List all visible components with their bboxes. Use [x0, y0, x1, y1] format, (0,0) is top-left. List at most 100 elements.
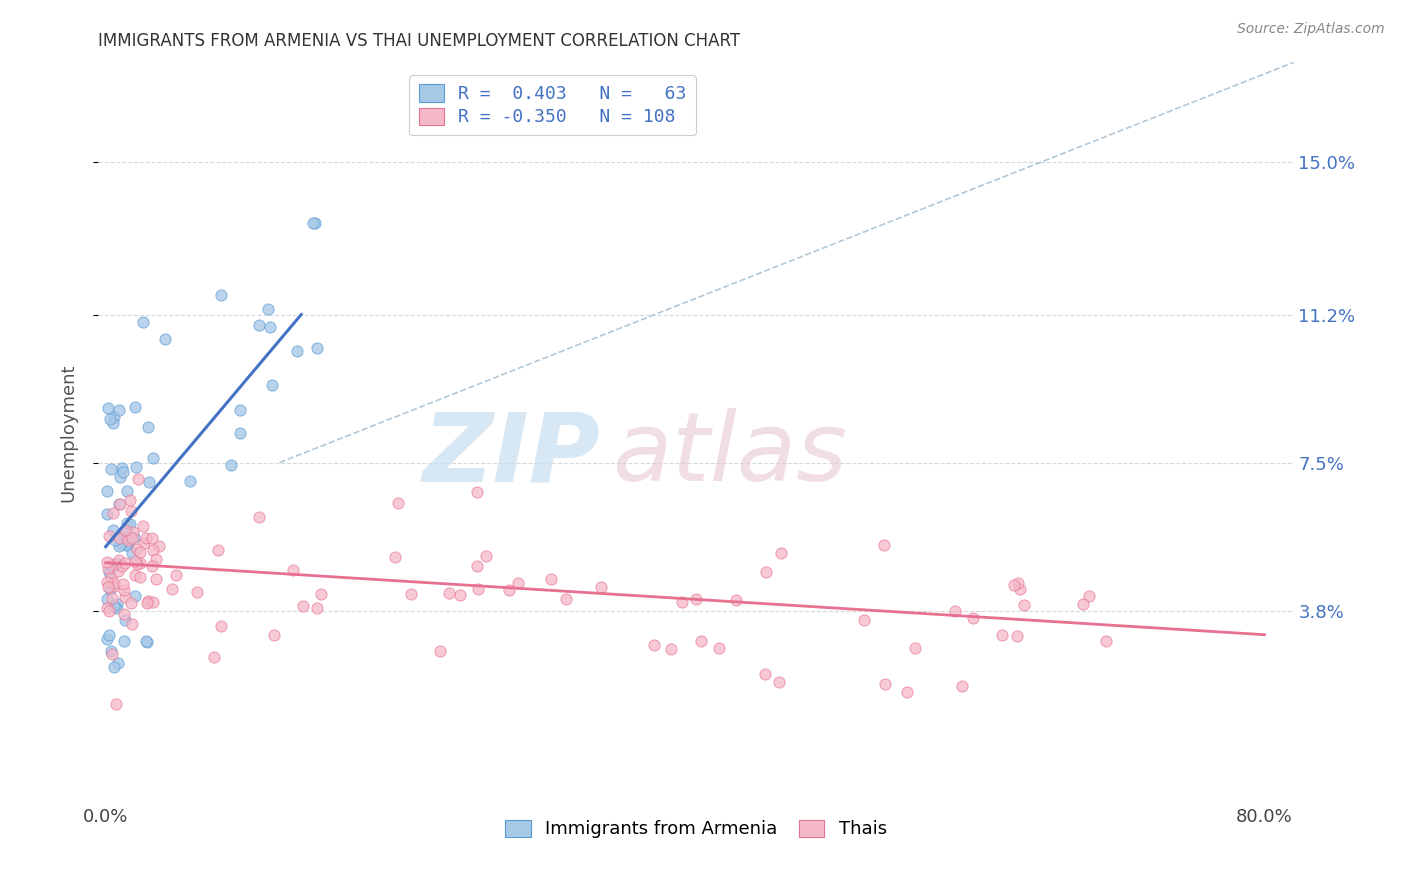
Point [145, 572, 167, 586]
Point [384, 549, 406, 564]
Point [101, 523, 124, 537]
Point [108, 497, 131, 511]
Point [259, 320, 281, 334]
Point [508, 575, 530, 590]
Point [475, 549, 498, 563]
Point [1078, 589, 1101, 603]
Text: ZIP: ZIP [422, 409, 600, 501]
Point [467, 582, 489, 596]
Point [105, 557, 128, 571]
Point [120, 504, 142, 518]
Point [103, 506, 125, 520]
Point [141, 594, 163, 608]
Point [108, 470, 131, 484]
Point [136, 594, 159, 608]
Point [100, 570, 122, 584]
Point [724, 592, 747, 607]
Point [115, 484, 138, 499]
Point [111, 577, 134, 591]
Point [219, 458, 242, 473]
Point [101, 416, 124, 430]
Point [104, 533, 127, 547]
Point [141, 450, 163, 465]
Point [1094, 634, 1116, 648]
Point [107, 553, 129, 567]
Point [142, 543, 165, 558]
Point [1008, 582, 1031, 596]
Point [103, 576, 125, 591]
Point [207, 543, 229, 558]
Point [97, 561, 120, 575]
Point [127, 472, 149, 486]
Point [100, 462, 122, 476]
Point [114, 524, 136, 538]
Point [98, 582, 121, 596]
Point [112, 607, 135, 621]
Point [285, 344, 308, 359]
Point [135, 531, 157, 545]
Point [100, 560, 122, 574]
Point [125, 459, 148, 474]
Point [160, 582, 183, 597]
Point [141, 531, 163, 545]
Point [110, 537, 132, 551]
Point [179, 474, 201, 488]
Point [129, 556, 152, 570]
Point [98, 604, 121, 618]
Point [399, 587, 422, 601]
Point [138, 475, 160, 490]
Point [1007, 575, 1029, 590]
Point [118, 516, 141, 531]
Point [186, 585, 208, 599]
Legend: Immigrants from Armenia, Thais: Immigrants from Armenia, Thais [498, 813, 894, 846]
Point [437, 586, 460, 600]
Point [114, 556, 136, 570]
Point [96, 484, 118, 499]
Point [114, 590, 136, 604]
Point [591, 580, 613, 594]
Point [96, 632, 118, 647]
Point [103, 579, 125, 593]
Point [896, 684, 918, 698]
Point [107, 656, 129, 670]
Point [449, 588, 471, 602]
Point [262, 378, 284, 392]
Point [125, 557, 148, 571]
Point [112, 583, 135, 598]
Point [136, 420, 159, 434]
Point [115, 516, 138, 530]
Point [873, 677, 896, 691]
Point [754, 667, 776, 681]
Point [136, 596, 159, 610]
Text: Source: ZipAtlas.com: Source: ZipAtlas.com [1237, 22, 1385, 37]
Point [111, 559, 134, 574]
Point [115, 538, 138, 552]
Point [108, 497, 131, 511]
Point [101, 647, 124, 661]
Point [305, 341, 328, 355]
Point [465, 559, 488, 574]
Point [754, 566, 776, 580]
Point [108, 403, 131, 417]
Point [165, 567, 187, 582]
Point [103, 659, 125, 673]
Point [429, 644, 451, 658]
Point [555, 591, 578, 606]
Point [141, 559, 163, 574]
Point [112, 633, 135, 648]
Point [671, 595, 693, 609]
Point [770, 546, 793, 560]
Point [145, 552, 167, 566]
Point [311, 587, 333, 601]
Point [121, 525, 143, 540]
Point [120, 596, 142, 610]
Point [111, 461, 134, 475]
Point [124, 589, 146, 603]
Point [117, 537, 139, 551]
Point [153, 331, 176, 345]
Point [131, 315, 153, 329]
Point [148, 540, 170, 554]
Point [128, 545, 150, 559]
Point [1005, 629, 1028, 643]
Point [1012, 598, 1035, 612]
